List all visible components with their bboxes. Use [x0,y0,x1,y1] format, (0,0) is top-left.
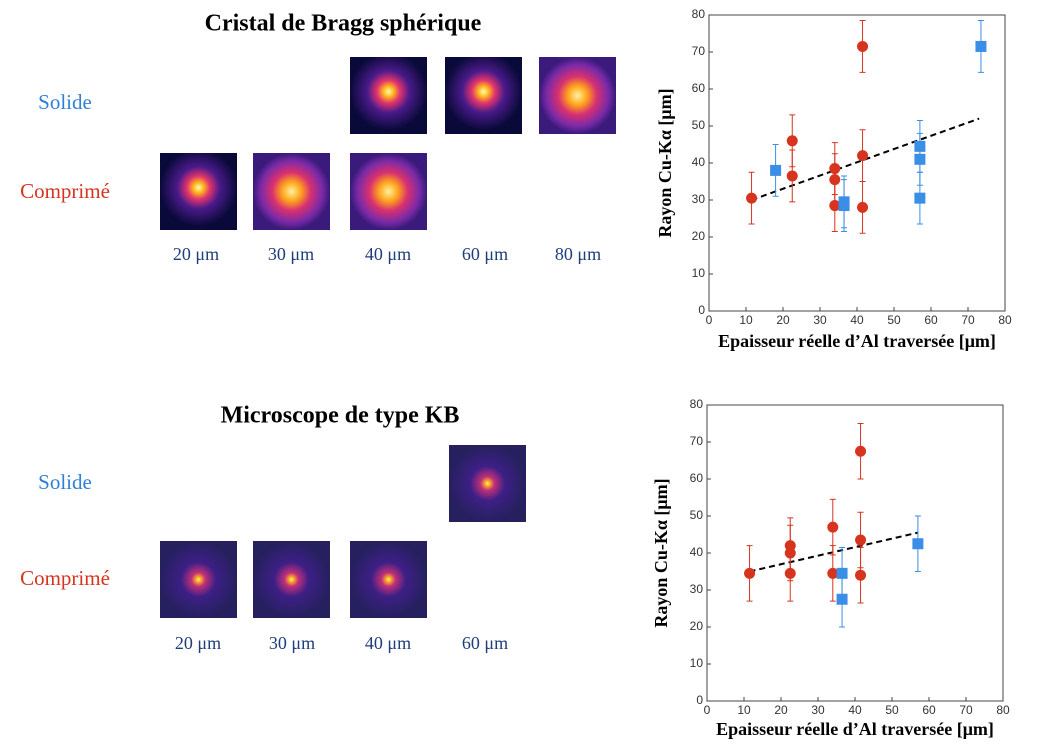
row-label: Solide [38,470,92,494]
marker [829,200,841,212]
y-tick-label: 70 [692,44,706,58]
thickness-label: 20 μm [175,633,221,653]
image [445,57,522,134]
thickness-label: 60 μm [462,244,508,264]
section-title: Cristal de Bragg sphérique [205,11,482,37]
image [449,445,526,522]
plot-frame [706,404,1004,702]
x-tick-label: 10 [739,313,753,327]
y-tick-label: 30 [690,582,704,596]
image [160,541,237,618]
marker [857,201,869,213]
y-axis-label: Rayon Cu-Kα [μm] [655,88,675,237]
x-tick-label: 60 [922,703,936,717]
marker [914,192,926,204]
image [539,57,616,134]
marker [744,567,756,579]
marker [912,538,924,550]
x-tick-label: 40 [850,313,864,327]
x-tick-label: 30 [811,703,825,717]
y-tick-label: 70 [690,434,704,448]
y-tick-label: 80 [690,397,704,411]
x-tick-label: 0 [706,313,713,327]
row-label: Solide [38,90,92,114]
thickness-label: 60 μm [462,633,508,653]
x-tick-label: 20 [774,703,788,717]
marker [746,192,758,204]
x-tick-label: 60 [924,313,938,327]
x-tick-label: 70 [959,703,973,717]
x-tick-label: 20 [776,313,790,327]
y-tick-label: 20 [690,619,704,633]
thickness-label: 30 μm [269,633,315,653]
marker [786,170,798,182]
row-label: Comprimé [20,566,110,590]
row-label: Comprimé [20,179,110,203]
image [350,153,427,230]
marker [827,521,839,533]
fit-line [749,531,919,573]
marker [857,150,869,162]
y-axis-label: Rayon Cu-Kα [μm] [651,478,671,627]
image [253,541,330,618]
x-tick-label: 80 [998,313,1012,327]
thickness-label: 80 μm [555,244,601,264]
y-tick-label: 10 [690,656,704,670]
image [350,541,427,618]
thickness-label: 30 μm [268,244,314,264]
marker [784,567,796,579]
y-tick-label: 0 [696,693,703,707]
x-axis-label: Epaisseur réelle d’Al traversée [μm] [718,331,996,351]
marker [914,153,926,165]
y-tick-label: 80 [692,7,706,21]
marker [770,164,782,176]
y-tick-label: 60 [692,81,706,95]
y-tick-label: 0 [698,303,705,317]
marker [855,445,867,457]
y-tick-label: 40 [692,155,706,169]
x-tick-label: 10 [737,703,751,717]
x-tick-label: 50 [885,703,899,717]
x-tick-label: 50 [887,313,901,327]
image [160,153,237,230]
y-tick-label: 30 [692,192,706,206]
y-tick-label: 20 [692,229,706,243]
x-tick-label: 70 [961,313,975,327]
marker [786,135,798,147]
marker [827,567,839,579]
x-axis-label: Epaisseur réelle d’Al traversée [μm] [716,719,994,739]
y-tick-label: 60 [690,471,704,485]
marker [838,200,850,212]
x-tick-label: 80 [996,703,1010,717]
thickness-label: 40 μm [365,244,411,264]
thickness-label: 20 μm [173,244,219,264]
y-tick-label: 40 [690,545,704,559]
marker [857,40,869,52]
x-tick-label: 30 [813,313,827,327]
section-title: Microscope de type KB [221,403,460,429]
marker [836,593,848,605]
image [350,57,427,134]
marker [855,569,867,581]
marker [855,534,867,546]
marker [975,40,987,52]
y-tick-label: 10 [692,266,706,280]
x-tick-label: 40 [848,703,862,717]
y-tick-label: 50 [692,118,706,132]
y-tick-label: 50 [690,508,704,522]
image [253,153,330,230]
thickness-label: 40 μm [365,633,411,653]
x-tick-label: 0 [704,703,711,717]
